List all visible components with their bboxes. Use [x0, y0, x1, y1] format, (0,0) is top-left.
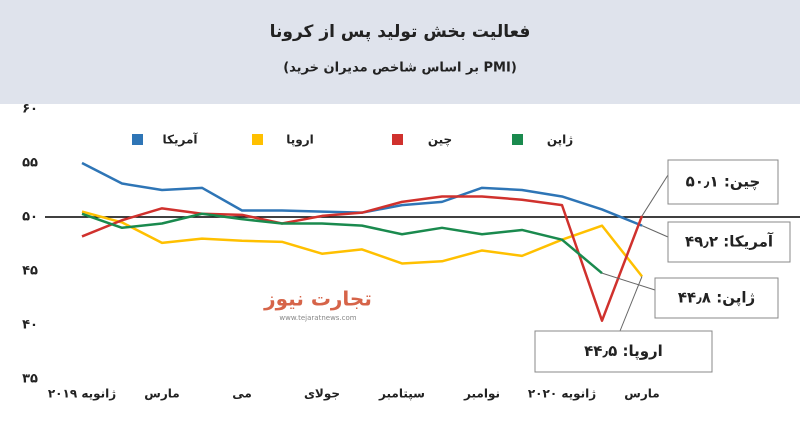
callout-label: چین: ۵۰٫۱ — [686, 173, 761, 192]
y-tick-label: ۶۰ — [22, 102, 38, 117]
y-tick-label: ۴۰ — [22, 318, 38, 333]
callout-leader — [641, 225, 669, 238]
legend-swatch — [512, 134, 523, 145]
legend-swatch — [392, 134, 403, 145]
callout-box — [654, 277, 779, 319]
x-tick-label: می — [232, 387, 252, 401]
chart-subtitle: (بر اساس شاخص مدیران خرید PMI) — [283, 61, 517, 76]
x-tick-label: سپتامبر — [378, 387, 425, 401]
callout-label: آمریکا: ۴۹٫۲ — [685, 233, 774, 251]
legend-swatch — [252, 134, 263, 145]
legend-label: ژاپن — [547, 133, 573, 147]
callout-leader — [619, 276, 643, 332]
callout-box — [667, 221, 791, 263]
header-band — [0, 0, 800, 104]
callout-label: اروپا: ۴۴٫۵ — [584, 342, 663, 361]
watermark: تجارت نیوز — [263, 287, 372, 311]
callout-box — [534, 330, 713, 373]
callout-leader — [641, 174, 669, 217]
callout-leader — [601, 272, 656, 291]
x-tick-label: ژانویه ۲۰۲۰ — [528, 387, 596, 402]
legend-label: چین — [428, 133, 452, 147]
y-tick-label: ۵۰ — [22, 210, 38, 225]
legend-label: اروپا — [286, 133, 314, 148]
callout-box — [667, 159, 779, 205]
x-tick-label: ژانویه ۲۰۱۹ — [48, 387, 116, 402]
x-tick-label: مارس — [624, 387, 659, 401]
legend-swatch — [132, 134, 143, 145]
x-tick-label: نوامبر — [463, 387, 500, 402]
series-line — [81, 212, 603, 275]
y-tick-label: ۴۵ — [22, 264, 38, 279]
legend-label: آمریکا — [163, 132, 199, 147]
y-tick-label: ۵۵ — [22, 156, 38, 171]
x-tick-label: مارس — [144, 387, 179, 401]
callout-label: ژاپن: ۴۴٫۸ — [678, 289, 755, 308]
x-tick-label: جولای — [304, 387, 340, 402]
series-line — [81, 210, 643, 278]
series-line — [81, 195, 644, 322]
watermark-url: www.tejaratnews.com — [279, 314, 356, 322]
y-tick-label: ۳۵ — [22, 372, 38, 387]
chart-title: فعالیت بخش تولید پس از کرونا — [270, 22, 531, 42]
